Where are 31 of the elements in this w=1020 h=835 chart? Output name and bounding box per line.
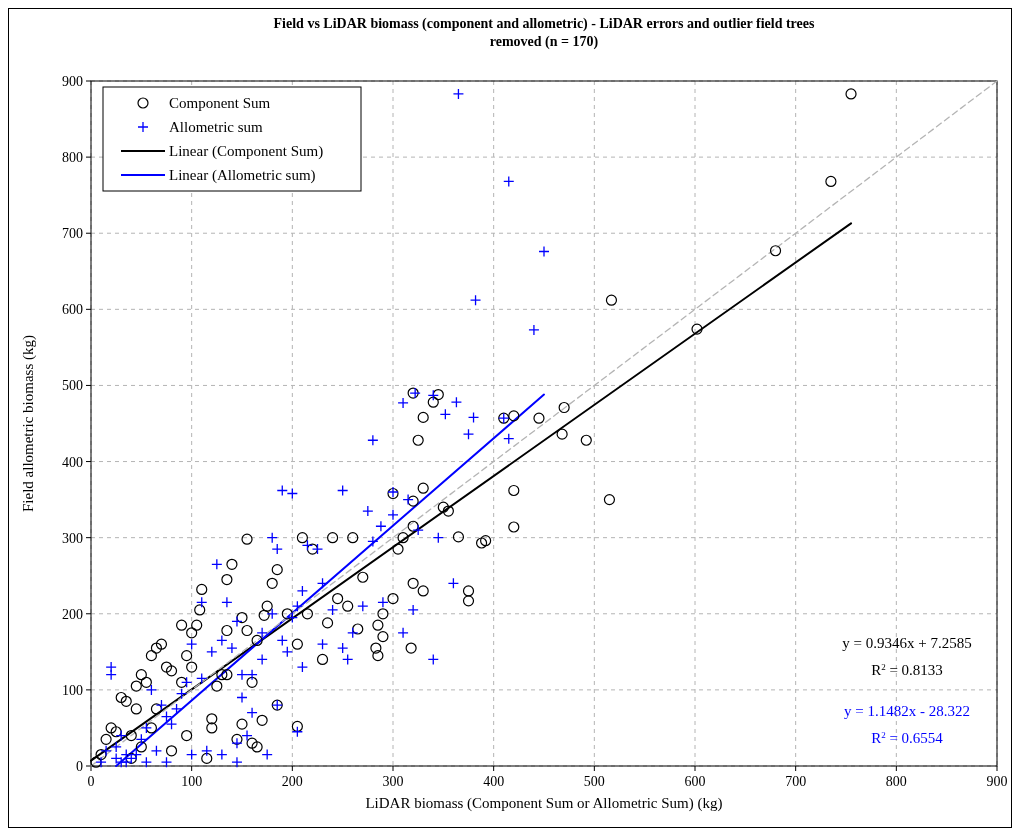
x-tick-label: 200 [281,774,303,789]
annotation: R$^{2}$ = 0.6554 [871,730,944,746]
x-tick-label: 100 [181,774,203,789]
y-tick-label: 0 [76,759,83,774]
annotation: R$^{2}$ = 0.8133 [871,662,943,678]
annotation: y = 0.9346x + 7.2585 [842,635,972,651]
chart-title: Field vs LiDAR biomass (component and allometric) - LiDAR errors and outlier field trees removed (n = 170) [273,16,815,50]
annotation: y = 1.1482x - 28.322 [844,703,970,719]
y-tick-label: 100 [62,682,83,698]
y-tick-label: 800 [62,150,83,166]
legend-label: Allometric sum [169,119,264,135]
legend-label: Linear (Component Sum) [169,143,324,160]
y-axis-title: Field allometric biomass (kg) [20,334,37,513]
y-tick-label: 900 [62,74,83,89]
y-tick-label: 200 [62,606,83,622]
x-tick-label: 300 [382,774,404,789]
x-tick-label: 500 [583,774,605,789]
y-tick-label: 300 [62,530,83,546]
x-axis-title: LiDAR biomass (Component Sum or Allometric Sum) (kg) [365,795,723,812]
y-tick-label: 400 [62,454,83,470]
x-tick-label: 600 [684,774,706,789]
x-tick-label: 700 [785,774,807,789]
x-tick-label: 0 [87,774,95,789]
y-tick-label: 700 [62,226,83,242]
legend-label: Linear (Allometric sum) [169,167,316,184]
x-tick-label: 400 [483,774,505,789]
legend-label: Component Sum [169,95,271,111]
x-tick-label: 800 [885,774,907,789]
x-tick-label: 900 [986,774,1008,789]
y-tick-label: 600 [62,302,83,318]
y-tick-label: 500 [62,378,83,394]
